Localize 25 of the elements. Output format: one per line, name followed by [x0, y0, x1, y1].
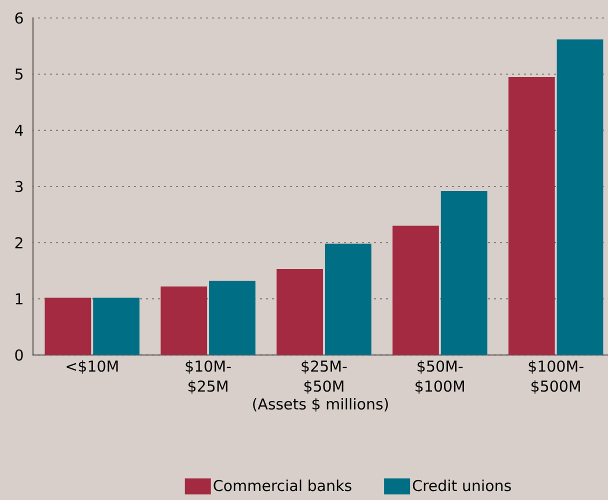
y-tick-label: 0	[15, 349, 23, 361]
bar	[44, 298, 92, 355]
x-tick-label: $50M- $100M	[416, 360, 464, 394]
y-tick-label: 6	[15, 12, 23, 24]
y-tick-label: 4	[15, 124, 23, 136]
y-tick-label: 1	[16, 293, 22, 304]
bar	[392, 226, 439, 355]
bar	[440, 190, 488, 355]
y-tick-label: 3	[15, 180, 23, 192]
x-tick-label: <$10M	[66, 360, 118, 374]
bar	[324, 244, 372, 355]
y-tick-label: 2	[15, 237, 22, 248]
bar	[160, 286, 208, 355]
x-axis-title: (Assets $ millions)	[253, 398, 388, 412]
legend-label: Commercial banks	[214, 480, 352, 492]
bar	[276, 269, 323, 355]
bar	[508, 76, 555, 355]
x-tick-label: $25M- $50M	[302, 360, 347, 394]
bar	[556, 39, 604, 355]
y-tick-label: 5	[15, 68, 22, 80]
bar	[93, 298, 140, 355]
x-tick-label: $10M- $25M	[186, 360, 231, 394]
bar	[209, 280, 256, 355]
x-tick-label: $100M- $500M	[528, 360, 584, 394]
legend-label: Credit unions	[412, 480, 511, 492]
